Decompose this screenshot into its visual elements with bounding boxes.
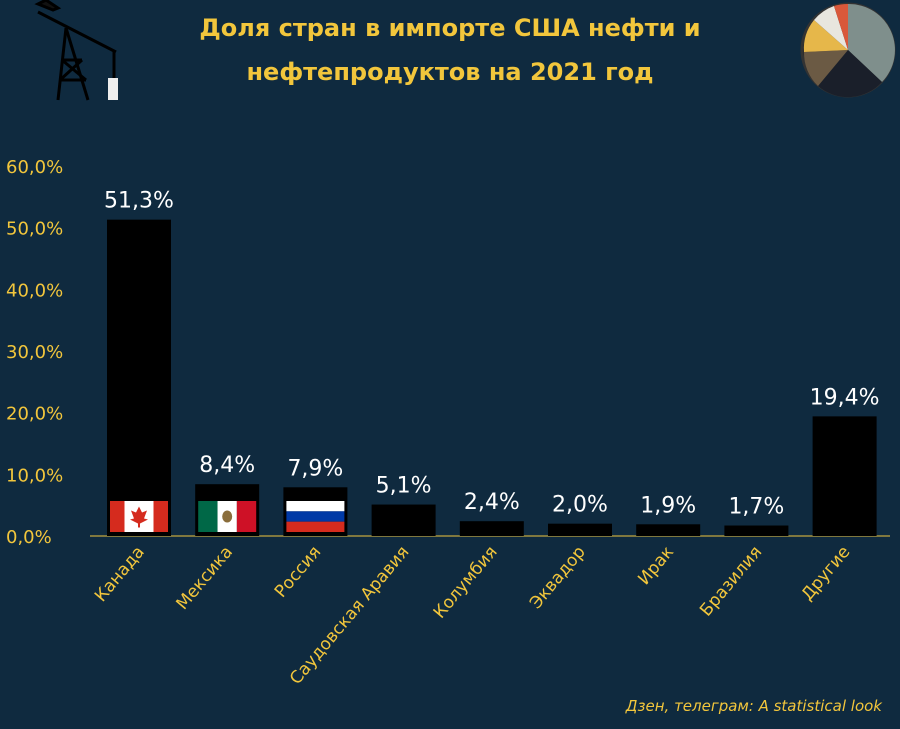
data-label: 51,3%	[104, 189, 174, 214]
x-tick-label: Бразилия	[696, 542, 766, 620]
y-tick-label: 10,0%	[6, 465, 63, 486]
data-label: 1,9%	[640, 493, 696, 518]
bar	[636, 524, 701, 536]
x-tick-label: Другие	[798, 542, 855, 604]
y-tick-label: 20,0%	[6, 404, 63, 425]
y-tick-label: 0,0%	[6, 527, 52, 548]
data-label: 19,4%	[810, 385, 880, 410]
canada-flag-icon	[110, 501, 168, 532]
data-label: 2,4%	[464, 490, 520, 515]
title-line-2: нефтепродуктов на 2021 год	[246, 58, 654, 86]
data-label: 1,7%	[728, 495, 784, 520]
title-line-1: Доля стран в импорте США нефти и	[199, 14, 701, 42]
y-tick-label: 30,0%	[6, 342, 63, 363]
x-tick-label: Колумбия	[430, 542, 502, 622]
source-credit: Дзен, телеграм: A statistical look	[625, 697, 882, 715]
y-tick-label: 40,0%	[6, 280, 63, 301]
bar	[812, 416, 877, 536]
y-tick-label: 60,0%	[6, 157, 63, 178]
mexico-flag-icon	[198, 501, 257, 532]
x-tick-label: Канада	[91, 542, 149, 606]
data-label: 2,0%	[552, 493, 608, 518]
data-label: 5,1%	[376, 474, 432, 499]
y-tick-label: 50,0%	[6, 219, 63, 240]
bar	[371, 504, 436, 536]
x-tick-label: Эквадор	[526, 542, 590, 613]
bar	[107, 219, 171, 536]
bar	[548, 523, 612, 536]
bar	[459, 521, 524, 536]
x-tick-label: Мексика	[173, 542, 237, 613]
data-label: 7,9%	[287, 456, 343, 481]
x-tick-label: Ирак	[634, 542, 678, 589]
chart-title: Доля стран в импорте США нефти и нефтепр…	[150, 6, 750, 94]
russia-flag-icon	[286, 501, 345, 532]
pie-chart-icon	[800, 2, 896, 98]
data-label: 8,4%	[199, 453, 255, 478]
bar	[724, 525, 789, 536]
oil-pump-icon	[34, 0, 118, 101]
x-tick-label: Россия	[271, 542, 325, 601]
